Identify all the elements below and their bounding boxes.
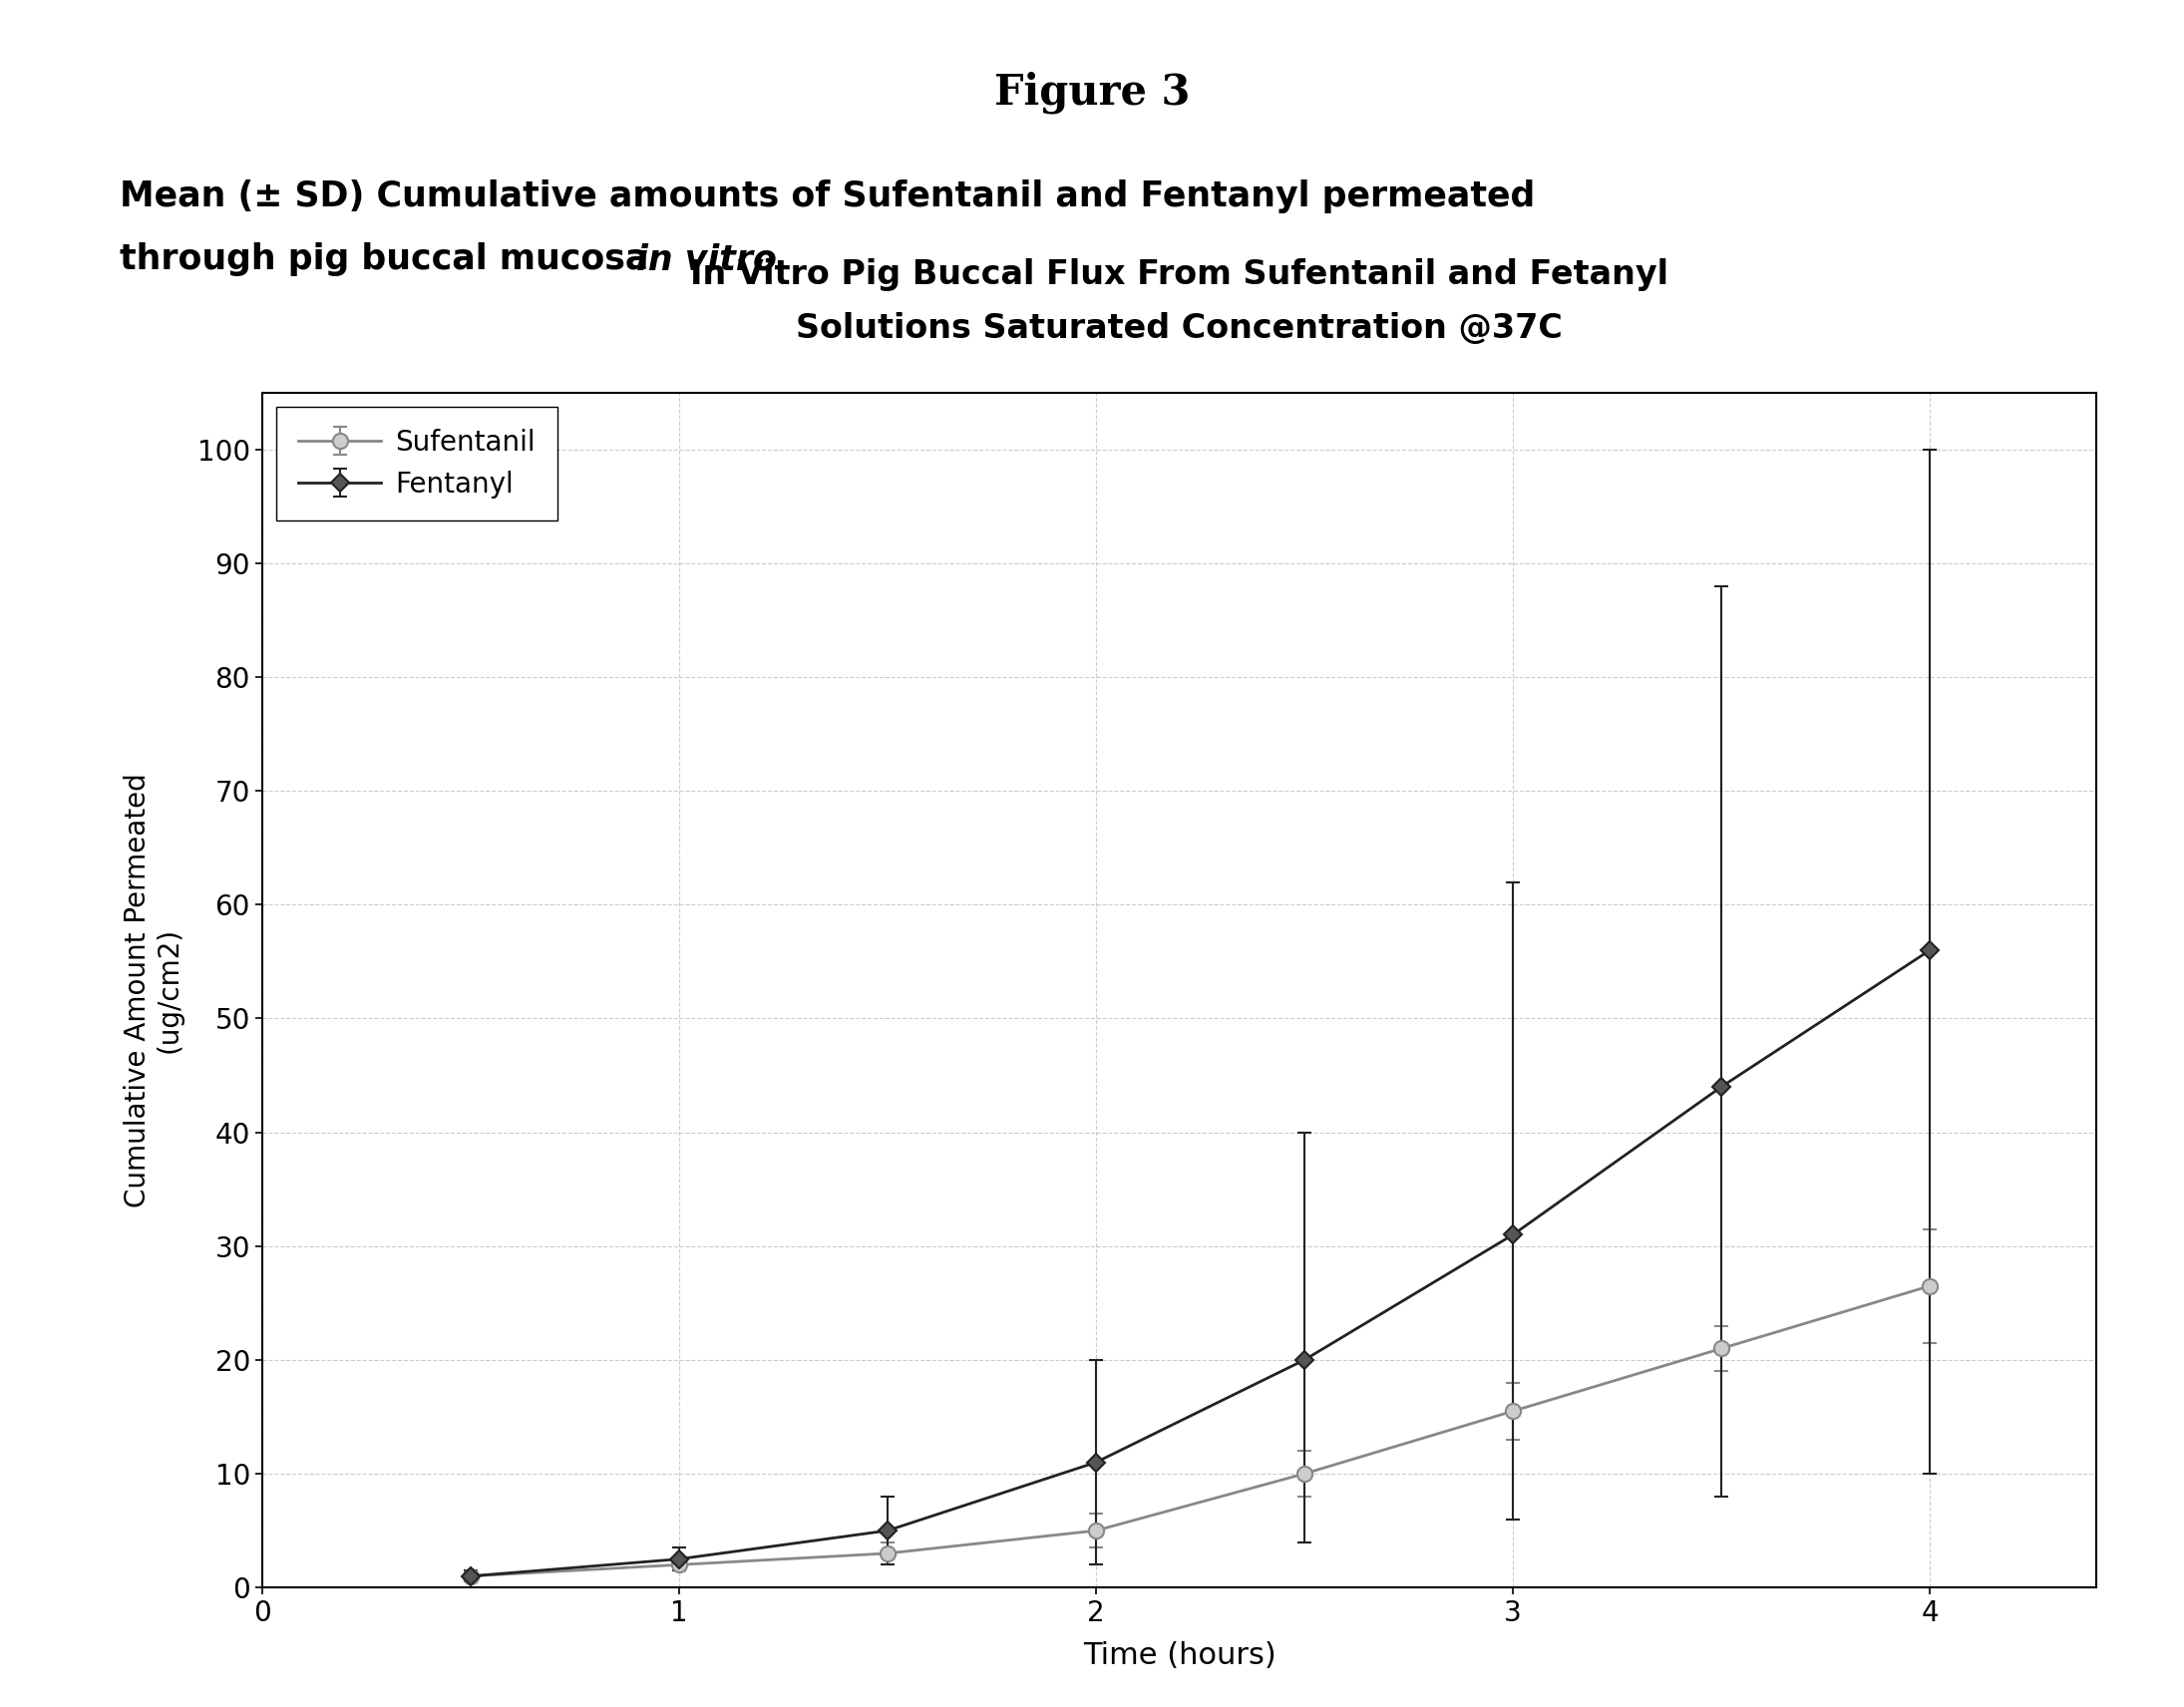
Y-axis label: Cumulative Amount Permeated
(ug/cm2): Cumulative Amount Permeated (ug/cm2) [122, 773, 183, 1207]
Text: In Vitro Pig Buccal Flux From Sufentanil and Fetanyl: In Vitro Pig Buccal Flux From Sufentanil… [690, 258, 1669, 290]
Text: in vitro: in vitro [636, 242, 778, 277]
X-axis label: Time (hours): Time (hours) [1083, 1640, 1275, 1669]
Text: Solutions Saturated Concentration @37C: Solutions Saturated Concentration @37C [795, 312, 1564, 345]
Text: Figure 3: Figure 3 [994, 72, 1190, 114]
Legend: Sufentanil, Fentanyl: Sufentanil, Fentanyl [275, 406, 557, 521]
Text: through pig buccal mucosa: through pig buccal mucosa [120, 242, 673, 277]
Text: Mean (± SD) Cumulative amounts of Sufentanil and Fentanyl permeated: Mean (± SD) Cumulative amounts of Sufent… [120, 179, 1535, 213]
